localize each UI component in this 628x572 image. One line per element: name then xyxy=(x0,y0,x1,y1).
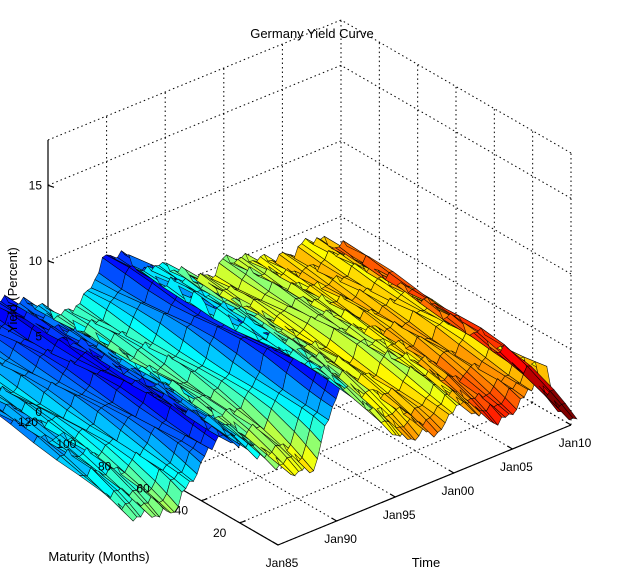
grid-line-floor-maturity xyxy=(239,402,533,524)
y-tick-label: 80 xyxy=(98,459,112,473)
tick-labels: Jan85 Jan90 Jan95 Jan00 Jan05 Jan10 20 40 60 80 10… xyxy=(18,178,592,570)
chart-title: Germany Yield Curve xyxy=(250,26,374,41)
x-tick-label: Jan00 xyxy=(441,484,474,498)
x-tick-mark xyxy=(507,445,513,450)
x-tick-mark xyxy=(272,541,279,546)
z-tick-label: 15 xyxy=(29,178,43,192)
x-tick-mark xyxy=(448,469,455,474)
grid-line-side-yield xyxy=(340,216,572,350)
x-axis-line xyxy=(277,424,572,546)
surface-cell xyxy=(561,403,578,420)
x-tick-mark xyxy=(331,517,337,522)
y-tick-mark xyxy=(201,498,208,502)
y-tick-label: 120 xyxy=(18,415,38,429)
x-tick-mark xyxy=(565,421,572,426)
grid-line-side-yield xyxy=(340,19,572,154)
grid-line-back-yield xyxy=(47,64,342,186)
y-tick-label: 100 xyxy=(56,437,76,451)
y-tick-label: 60 xyxy=(136,482,150,496)
grid-line-floor-maturity xyxy=(201,380,495,502)
z-tick-mark xyxy=(47,184,55,188)
z-tick-label: 5 xyxy=(35,329,42,343)
y-axis-label: Maturity (Months) xyxy=(48,549,149,564)
grid-line-side-yield xyxy=(340,64,572,199)
x-tick-label: Jan90 xyxy=(324,532,357,546)
grid-line-back-yield xyxy=(47,140,342,262)
x-tick-label: Jan95 xyxy=(383,508,416,522)
yield-surface xyxy=(0,235,578,522)
z-tick-label: 0 xyxy=(35,405,42,419)
x-tick-label: Jan05 xyxy=(500,460,533,474)
grid-line-back-yield xyxy=(47,19,342,141)
y-tick-mark xyxy=(239,520,246,524)
z-tick-mark xyxy=(47,260,55,264)
y-tick-label: 20 xyxy=(213,526,227,540)
y-tick-label: 40 xyxy=(175,504,189,518)
z-tick-label: 10 xyxy=(29,254,43,268)
x-tick-mark xyxy=(389,493,396,498)
x-tick-label: Jan10 xyxy=(559,436,592,450)
x-axis-label: Time xyxy=(412,555,440,570)
x-tick-label: Jan85 xyxy=(266,556,299,570)
z-axis-label: Yield (Percent) xyxy=(5,247,20,333)
grid-line-side-yield xyxy=(340,140,572,275)
